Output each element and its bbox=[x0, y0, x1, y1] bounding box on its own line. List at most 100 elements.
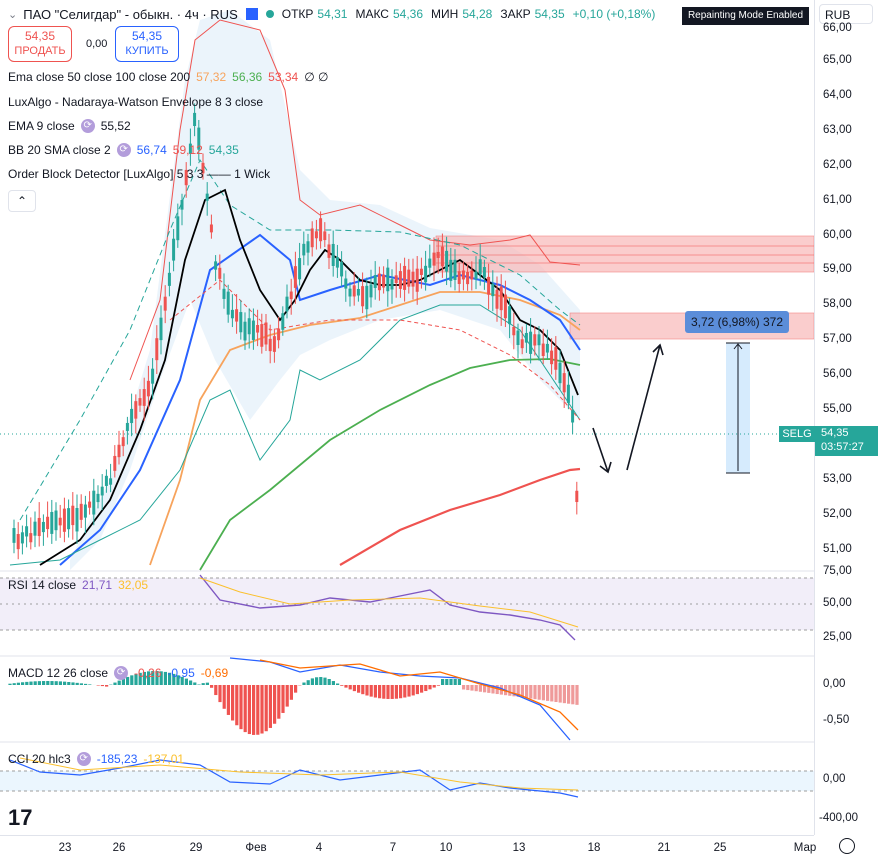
candle-body bbox=[563, 373, 566, 392]
symbol-header: ⌄ ПАО "Селигдар" - обыкн. · 4ч · RUS ОТК… bbox=[8, 4, 655, 24]
macd-bar bbox=[277, 685, 280, 719]
candle-body bbox=[151, 369, 154, 384]
legend-bb[interactable]: BB 20 SMA close 2 ⟳ 56,74 59,12 54,35 bbox=[8, 143, 239, 157]
candle-body bbox=[470, 271, 473, 280]
macd-bar bbox=[563, 685, 566, 703]
legend-nw-envelope[interactable]: LuxAlgo - Nadaraya-Watson Envelope 8 3 c… bbox=[8, 95, 263, 109]
candle-body bbox=[399, 271, 402, 289]
candle-body bbox=[147, 381, 150, 397]
refresh-icon[interactable]: ⟳ bbox=[77, 752, 91, 766]
refresh-icon[interactable]: ⟳ bbox=[117, 143, 131, 157]
refresh-icon[interactable]: ⟳ bbox=[81, 119, 95, 133]
candle-body bbox=[256, 325, 259, 333]
macd-bar bbox=[193, 682, 196, 685]
refresh-icon[interactable]: ⟳ bbox=[114, 666, 128, 680]
candle-body bbox=[105, 476, 108, 486]
candle-body bbox=[496, 290, 499, 309]
price-tick: 53,00 bbox=[823, 473, 852, 485]
collapse-icon[interactable]: ⌄ bbox=[8, 8, 17, 21]
candle-body bbox=[466, 272, 469, 284]
macd-bar bbox=[399, 685, 402, 698]
cci-tick-neg400: -400,00 bbox=[819, 812, 858, 824]
macd-bar bbox=[374, 685, 377, 698]
macd-bar bbox=[59, 681, 62, 685]
candle-body bbox=[550, 351, 553, 365]
chevron-up-icon: ⌃ bbox=[17, 194, 27, 208]
macd-bar bbox=[458, 679, 461, 685]
collapse-legend-button[interactable]: ⌃ bbox=[8, 190, 36, 212]
buy-button[interactable]: 54,35 КУПИТЬ bbox=[115, 26, 179, 62]
settings-icon[interactable] bbox=[839, 838, 855, 854]
candle-body bbox=[29, 533, 32, 542]
candle-body bbox=[407, 270, 410, 287]
candle-body bbox=[420, 269, 423, 275]
legend-order-block[interactable]: Order Block Detector [LuxAlgo] 5 3 3 —— … bbox=[8, 167, 270, 181]
symbol-title[interactable]: ПАО "Селигдар" - обыкн. · 4ч · RUS bbox=[23, 7, 238, 22]
legend-ema9[interactable]: EMA 9 close ⟳ 55,52 bbox=[8, 119, 131, 133]
sell-button[interactable]: 54,35 ПРОДАТЬ bbox=[8, 26, 72, 62]
currency-selector[interactable]: RUB bbox=[819, 4, 873, 24]
macd-bar bbox=[336, 684, 339, 685]
candle-body bbox=[55, 511, 58, 531]
macd-bar bbox=[8, 684, 11, 685]
candle-body bbox=[424, 266, 427, 282]
macd-tick-neg05: -0,50 bbox=[823, 714, 849, 726]
candle-body bbox=[59, 518, 62, 526]
macd-tick-0: 0,00 bbox=[823, 678, 845, 690]
macd-bar bbox=[554, 685, 557, 702]
candle-body bbox=[542, 344, 545, 356]
tradingview-logo[interactable]: 17 bbox=[8, 805, 32, 830]
macd-bar bbox=[361, 685, 364, 694]
candle-body bbox=[441, 247, 444, 267]
candle-body bbox=[252, 321, 255, 340]
rsi-legend[interactable]: RSI 14 close 21,71 32,05 bbox=[8, 578, 148, 592]
macd-bar bbox=[571, 685, 574, 704]
legend-ema[interactable]: Ema close 50 close 100 close 200 57,32 5… bbox=[8, 70, 328, 84]
candle-body bbox=[554, 347, 557, 370]
candle-body bbox=[122, 437, 125, 446]
flag-icon[interactable] bbox=[246, 8, 258, 20]
macd-bar bbox=[88, 684, 91, 685]
price-tick: 61,00 bbox=[823, 194, 852, 206]
macd-bar bbox=[76, 683, 79, 685]
candle-body bbox=[126, 423, 129, 431]
candle-body bbox=[307, 241, 310, 252]
candle-body bbox=[311, 228, 314, 247]
candle-body bbox=[134, 401, 137, 419]
candle-body bbox=[391, 279, 394, 289]
candle-body bbox=[244, 322, 247, 341]
candle-body bbox=[214, 261, 217, 269]
candle-body bbox=[332, 244, 335, 266]
candle-body bbox=[17, 534, 20, 549]
sell-label: ПРОДАТЬ bbox=[9, 44, 71, 59]
candle-body bbox=[113, 456, 116, 471]
macd-bar bbox=[559, 685, 562, 703]
candle-body bbox=[512, 327, 515, 335]
ema200-line bbox=[340, 469, 580, 565]
macd-bar bbox=[97, 685, 100, 686]
candle-body bbox=[571, 410, 574, 422]
macd-bar bbox=[218, 685, 221, 702]
candle-body bbox=[500, 287, 503, 311]
macd-legend[interactable]: MACD 12 26 close ⟳ -0,26 -0,95 -0,69 bbox=[8, 666, 228, 680]
candle-body bbox=[538, 334, 541, 345]
macd-bar bbox=[231, 685, 234, 720]
candle-body bbox=[143, 389, 146, 406]
candle-body bbox=[172, 239, 175, 261]
macd-bar bbox=[38, 681, 41, 685]
macd-bar bbox=[412, 685, 415, 695]
macd-bar bbox=[340, 685, 343, 686]
macd-bar bbox=[449, 679, 452, 685]
main-chart-area[interactable]: 17 ⌄ ПАО "Селигдар" - обыкн. · 4ч · RUS … bbox=[0, 0, 814, 835]
macd-bar bbox=[550, 685, 553, 701]
cci-tick-0: 0,00 bbox=[823, 773, 845, 785]
macd-bar bbox=[63, 682, 66, 685]
macd-bar bbox=[546, 685, 549, 701]
macd-bar bbox=[344, 685, 347, 688]
candle-body bbox=[155, 338, 158, 360]
price-tick: 65,00 bbox=[823, 54, 852, 66]
macd-bar bbox=[424, 685, 427, 691]
cci-legend[interactable]: CCI 20 hlc3 ⟳ -185,23 -137,01 bbox=[8, 752, 184, 766]
